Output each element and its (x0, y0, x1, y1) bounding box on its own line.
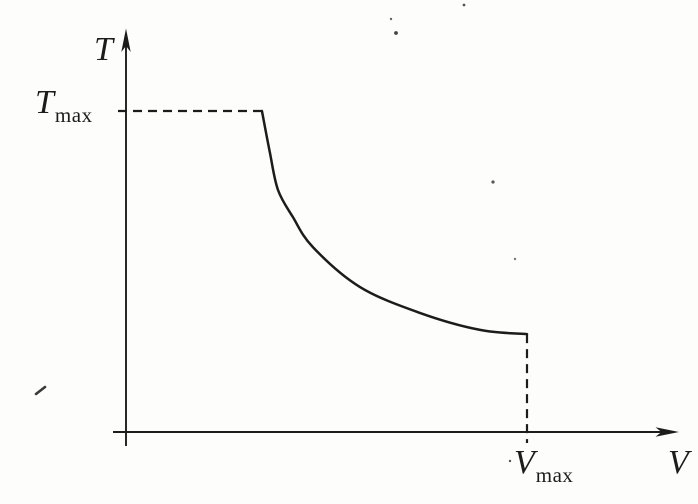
scan-speck (513, 257, 517, 261)
x-axis-arrowhead-icon (655, 427, 679, 437)
x-axis-label-text: V (668, 444, 689, 481)
scan-speck (394, 31, 398, 35)
y-axis-arrowhead-icon (121, 28, 131, 52)
x-axis-label: V (668, 446, 689, 480)
scan-speck (491, 180, 495, 184)
scan-mark (34, 385, 47, 396)
torque-curve (260, 109, 529, 336)
scan-speck (508, 459, 512, 463)
scan-speck (389, 17, 393, 21)
tmax-label-subscript: max (54, 103, 93, 127)
vmax-label-subscript: max (535, 463, 574, 487)
y-axis-label: T (94, 33, 113, 67)
y-axis-label-text: T (94, 31, 113, 68)
vmax-label-base: V (514, 444, 535, 481)
scan-speck (462, 3, 466, 7)
tmax-label: Tmax (35, 84, 93, 126)
tmax-label-base: T (35, 84, 54, 121)
vmax-label: Vmax (514, 444, 573, 486)
